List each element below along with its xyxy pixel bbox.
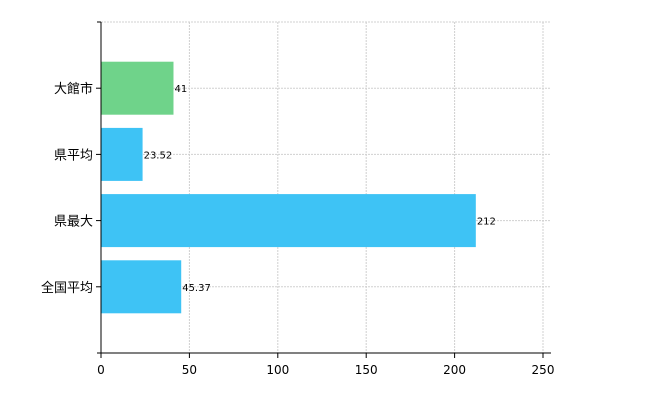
x-tick-label: 200: [443, 363, 466, 377]
y-tick-label: 大館市: [54, 81, 93, 97]
y-tick-label: 県最大: [54, 215, 93, 230]
x-tick-label: 100: [266, 363, 289, 377]
data-label: 212: [477, 217, 496, 228]
y-tick-label: 県平均: [54, 148, 93, 163]
data-label: 41: [174, 84, 187, 95]
x-tick-label: 250: [532, 363, 555, 377]
bar: [101, 61, 174, 115]
bar: [101, 194, 476, 248]
bar: [101, 260, 182, 314]
x-tick-label: 50: [182, 363, 197, 377]
bar: [101, 127, 143, 181]
x-tick-label: 150: [355, 363, 378, 377]
data-label: 23.52: [144, 150, 173, 161]
x-tick-label: 0: [97, 363, 105, 377]
data-label: 45.37: [182, 283, 211, 294]
y-tick-label: 全国平均: [41, 280, 93, 296]
